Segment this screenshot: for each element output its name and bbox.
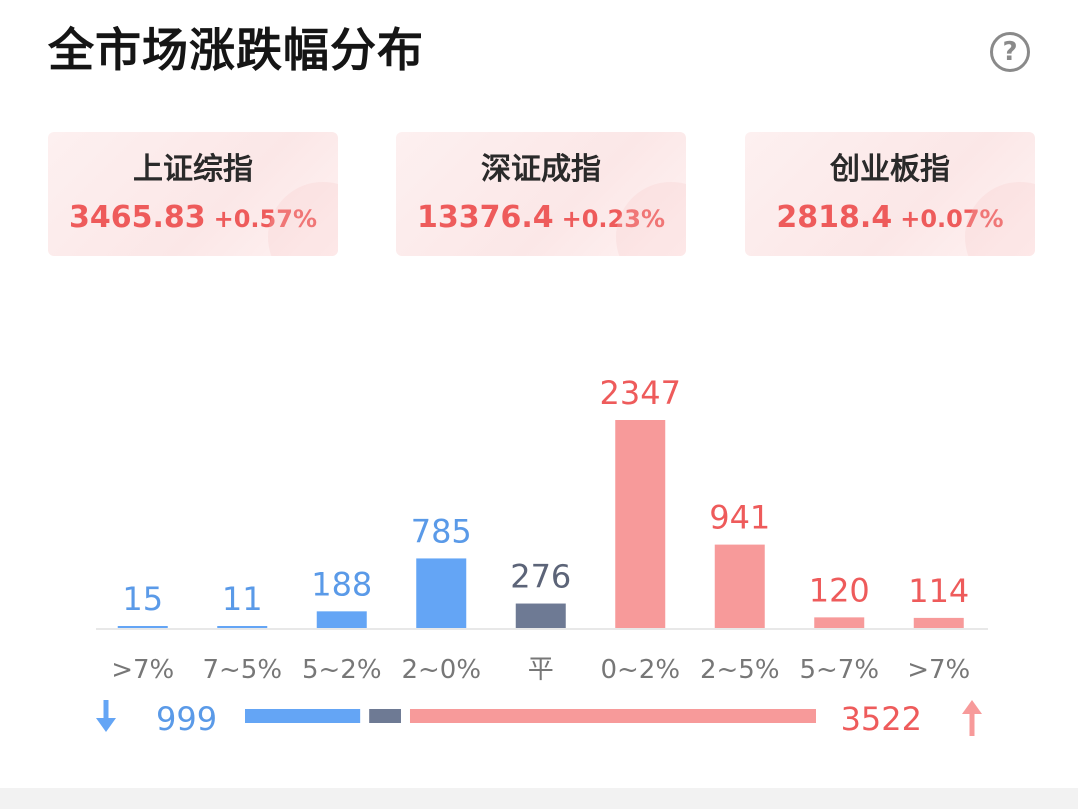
bar-4[interactable] (416, 558, 467, 628)
distribution-chart: 15 >7% 11 7~5% 188 5~2% 785 2~0% 276 平 2347 0~2% 941… (0, 290, 1078, 750)
category-label: >7% (907, 655, 970, 685)
index-change: +0.23% (561, 205, 665, 233)
bar-7[interactable] (714, 544, 765, 628)
question-circle-icon[interactable]: ? (990, 32, 1030, 72)
bar-1[interactable] (117, 626, 168, 628)
index-value: 13376.4 (416, 200, 554, 235)
page-title: 全市场涨跌幅分布 (48, 23, 424, 77)
category-label: 0~2% (600, 655, 680, 685)
data-label: 15 (122, 580, 163, 618)
bar-8[interactable] (814, 617, 865, 628)
index-value: 2818.4 (776, 200, 893, 235)
index-change: +0.57% (213, 205, 317, 233)
category-label: 平 (528, 655, 554, 685)
data-label: 276 (510, 558, 571, 596)
category-label: 2~5% (700, 655, 780, 685)
index-name: 上证综指 (133, 152, 253, 187)
bar-9[interactable] (913, 617, 964, 628)
distribution-chart-svg: 15 >7% 11 7~5% 188 5~2% 785 2~0% 276 平 2347 0~2% 941… (96, 374, 988, 738)
index-value: 3465.83 (68, 200, 206, 235)
data-label: 2347 (600, 374, 681, 412)
down-count: 999 (156, 700, 217, 738)
category-label: >7% (111, 655, 174, 685)
category-label: 7~5% (202, 655, 282, 685)
footer-divider (0, 788, 1078, 809)
data-label: 188 (311, 565, 372, 603)
summary-bar-down (245, 709, 361, 723)
arrow-down-icon (96, 718, 116, 732)
data-label: 114 (908, 572, 969, 610)
category-label: 5~7% (799, 655, 879, 685)
index-card-chinext[interactable]: 创业板指 2818.4 +0.07% (745, 132, 1035, 256)
summary-bar-up (409, 709, 816, 723)
index-values: 3465.83 +0.57% (48, 198, 338, 242)
bar-6[interactable] (615, 420, 666, 628)
up-count: 3522 (841, 700, 922, 738)
index-name: 创业板指 (830, 152, 950, 187)
data-label: 120 (809, 571, 870, 609)
bar-2[interactable] (217, 626, 268, 628)
data-label: 11 (222, 580, 263, 618)
summary-bar-flat (369, 709, 401, 723)
arrow-up-icon (962, 700, 982, 714)
bar-3[interactable] (316, 611, 367, 628)
index-card-shenzhen[interactable]: 深证成指 13376.4 +0.23% (396, 132, 686, 256)
index-values: 13376.4 +0.23% (396, 198, 686, 242)
index-values: 2818.4 +0.07% (745, 198, 1035, 242)
bar-5[interactable] (515, 603, 566, 628)
data-label: 785 (411, 512, 472, 550)
data-label: 941 (709, 499, 770, 537)
index-card-shanghai[interactable]: 上证综指 3465.83 +0.57% (48, 132, 338, 256)
category-label: 2~0% (401, 655, 481, 685)
category-label: 5~2% (302, 655, 382, 685)
index-name: 深证成指 (481, 152, 601, 187)
index-change: +0.07% (900, 205, 1004, 233)
